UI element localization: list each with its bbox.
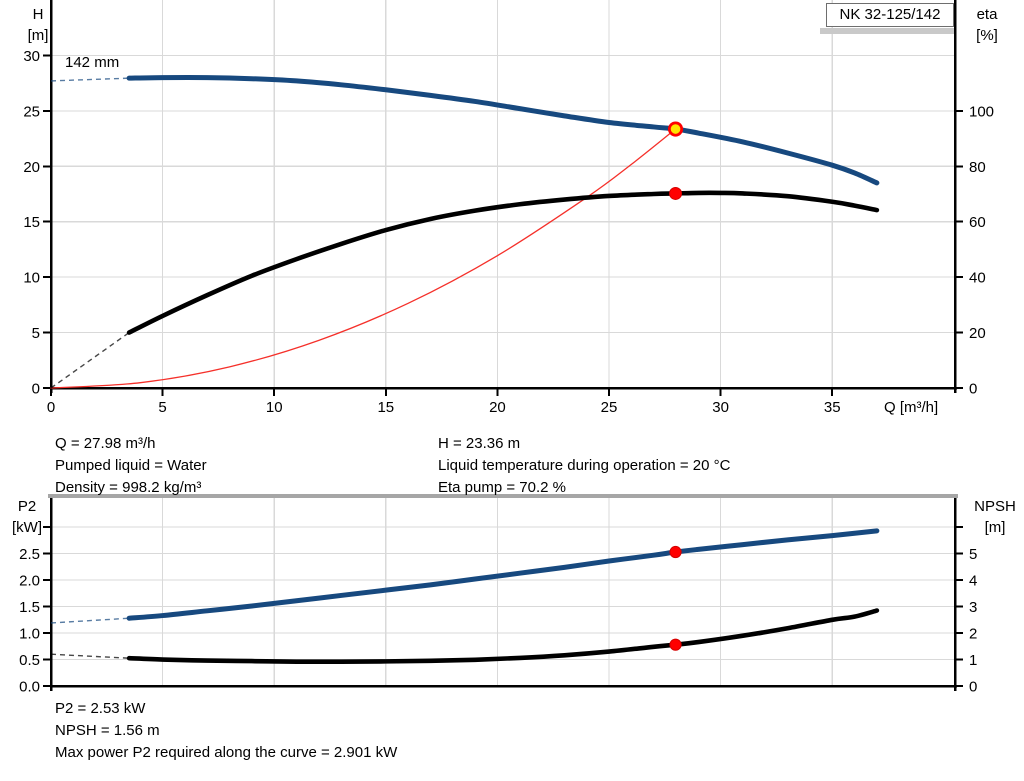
- readout-npsh: NPSH = 1.56 m: [55, 722, 160, 739]
- y-right-tick-label: 3: [969, 599, 977, 616]
- p2-axis-label-line1: P2: [17, 498, 37, 515]
- x-tick-label: 0: [47, 399, 55, 416]
- chart-p2-npsh: 0.0 0.5 1.0 1.5 2.0 2.5 0 1 2 3 4 5: [19, 494, 977, 696]
- readout-max-power: Max power P2 required along the curve = …: [55, 744, 398, 761]
- eta-curve: [126, 190, 880, 335]
- head-curve-142mm-lead: [50, 77, 130, 82]
- head-curve-142mm: [126, 74, 880, 186]
- duty-point-qh: [667, 121, 684, 137]
- p2-axis-label: P2 [kW]: [6, 496, 48, 538]
- p2-curve-lead: [50, 617, 130, 624]
- y-right-tick-label: 5: [969, 546, 977, 563]
- duty-parabola: [50, 128, 677, 389]
- y-right-axis-label-line2: [%]: [976, 27, 998, 44]
- readout-liquid-temp: Liquid temperature during operation = 20…: [438, 457, 731, 474]
- x-tick-label: 35: [824, 399, 841, 416]
- y-left-tick-label: 2.0: [19, 573, 40, 590]
- eta-curve-lead: [50, 332, 130, 389]
- readout-pumped-liquid: Pumped liquid = Water: [55, 457, 207, 474]
- npsh-axis-label-line2: [m]: [984, 519, 1006, 536]
- y-left-tick-label: 0.5: [19, 652, 40, 669]
- y-left-tick-label: 30: [23, 48, 40, 65]
- readout-q: Q = 27.98 m³/h: [55, 435, 156, 452]
- npsh-curve-lead: [50, 653, 130, 659]
- x-axis-label: Q [m³/h]: [884, 399, 939, 416]
- y-right-tick-label: 4: [969, 573, 977, 590]
- x-tick-label: 10: [266, 399, 283, 416]
- p2-curve: [126, 528, 880, 621]
- impeller-size-label: 142 mm: [65, 54, 120, 71]
- y-right-tick-label: 80: [969, 159, 986, 176]
- y-left-tick-label: 5: [32, 325, 40, 342]
- y-left-axis-label: H [m]: [18, 4, 58, 46]
- y-left-tick-label: 20: [23, 159, 40, 176]
- y-left-tick-label: 1.0: [19, 626, 40, 643]
- y-left-tick-label: 0: [32, 381, 40, 398]
- readout-p2: P2 = 2.53 kW: [55, 700, 146, 717]
- y-right-tick-label: 1: [969, 652, 977, 669]
- pump-type-box: NK 32-125/142: [826, 3, 954, 27]
- y-left-tick-label: 10: [23, 270, 40, 287]
- y-left-tick-label: 25: [23, 103, 40, 120]
- duty-point-eta: [669, 186, 683, 200]
- x-tick-label: 20: [489, 399, 506, 416]
- readout-eta-pump: Eta pump = 70.2 %: [438, 479, 566, 496]
- y-right-tick-label: 2: [969, 626, 977, 643]
- y-right-tick-label: 100: [969, 103, 994, 120]
- p2-axis-label-line2: [kW]: [12, 519, 42, 536]
- pump-type-box-shadow: [820, 28, 954, 34]
- x-tick-label: 15: [377, 399, 394, 416]
- y-left-axis-label-line2: [m]: [27, 27, 49, 44]
- y-right-axis-label-line1: eta: [976, 6, 998, 23]
- duty-readout-left: Q = 27.98 m³/h Pumped liquid = Water Den…: [55, 433, 207, 499]
- x-tick-label: 5: [158, 399, 166, 416]
- y-left-tick-label: 1.5: [19, 599, 40, 616]
- y-right-tick-label: 60: [969, 214, 986, 231]
- readout-density: Density = 998.2 kg/m³: [55, 479, 202, 496]
- y-right-axis-label: eta [%]: [966, 4, 1008, 46]
- y-left-tick-label: 2.5: [19, 546, 40, 563]
- x-tick-label: 30: [712, 399, 729, 416]
- y-left-tick-label: 15: [23, 214, 40, 231]
- x-tick-label: 25: [601, 399, 618, 416]
- y-right-tick-label: 40: [969, 270, 986, 287]
- y-right-tick-label: 0: [969, 679, 977, 696]
- readout-h: H = 23.36 m: [438, 435, 521, 452]
- chart-qh-eta: 0 5 10 15 20 25 30 0 20 40 60 80 100 0 5 10 15 20 25 30 35: [23, 0, 994, 416]
- y-right-tick-label: 0: [969, 381, 977, 398]
- duty-point-npsh: [669, 638, 682, 651]
- duty-point-p2: [669, 545, 682, 559]
- y-right-tick-label: 20: [969, 325, 986, 342]
- npsh-axis-label: NPSH [m]: [967, 496, 1023, 538]
- duty-readout-right: H = 23.36 m Liquid temperature during op…: [438, 433, 730, 499]
- y-left-tick-label: 0.0: [19, 679, 40, 696]
- npsh-curve: [126, 608, 880, 664]
- y-left-axis-label-line1: H: [32, 6, 44, 23]
- npsh-axis-label-line1: NPSH: [974, 498, 1016, 515]
- power-readout: P2 = 2.53 kW NPSH = 1.56 m Max power P2 …: [55, 698, 397, 764]
